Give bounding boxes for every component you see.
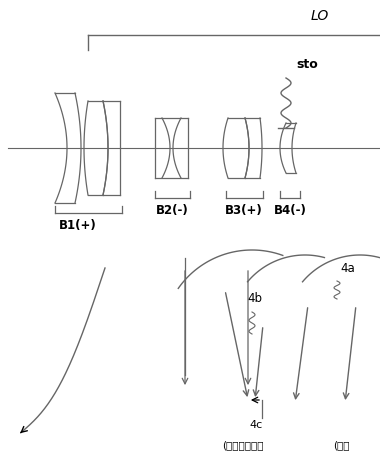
Text: (フォ: (フォ <box>333 440 350 450</box>
Text: B1(+): B1(+) <box>59 219 97 232</box>
Text: 4c: 4c <box>249 420 263 430</box>
Text: B3(+): B3(+) <box>225 204 263 217</box>
Text: LO: LO <box>311 9 329 23</box>
Text: 4b: 4b <box>247 292 262 305</box>
Text: B2(-): B2(-) <box>156 204 188 217</box>
Text: B4(-): B4(-) <box>274 204 306 217</box>
Text: sto: sto <box>296 58 318 71</box>
Text: (フォーカス）: (フォーカス） <box>222 440 263 450</box>
Text: 4a: 4a <box>340 262 355 275</box>
